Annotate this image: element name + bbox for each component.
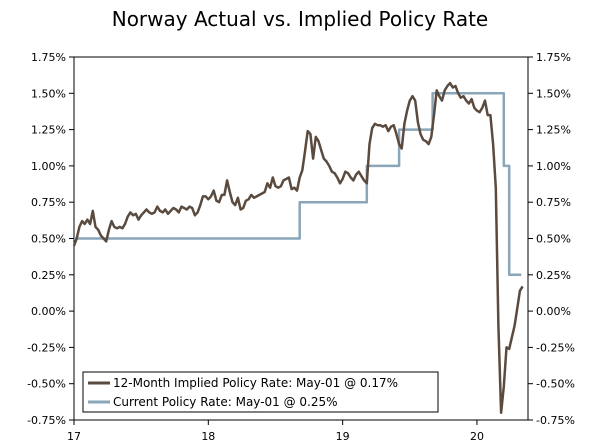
- y-tick-label-left: 1.75%: [31, 51, 66, 64]
- series-line-implied: [72, 81, 524, 414]
- y-tick-label-left: 1.50%: [31, 87, 66, 100]
- y-tick-label-left: 1.00%: [31, 160, 66, 173]
- x-tick-label: 18: [201, 430, 215, 443]
- legend-label-implied: 12-Month Implied Policy Rate: May-01 @ 0…: [113, 376, 398, 390]
- x-axis: 17 18 19 20: [67, 420, 484, 443]
- y-tick-label-left: 0.50%: [31, 233, 66, 246]
- x-tick-label: 20: [470, 430, 484, 443]
- legend: 12-Month Implied Policy Rate: May-01 @ 0…: [82, 371, 439, 413]
- y-tick-label-right: 0.75%: [536, 196, 571, 209]
- chart-title: Norway Actual vs. Implied Policy Rate: [112, 7, 489, 31]
- y-tick-label-right: 0.00%: [536, 305, 571, 318]
- y-tick-label-right: 1.25%: [536, 124, 571, 137]
- y-tick-label-left: -0.25%: [27, 341, 66, 354]
- y-tick-label-left: -0.50%: [27, 378, 66, 391]
- y-tick-label-right: -0.50%: [536, 378, 575, 391]
- y-tick-label-right: 1.50%: [536, 87, 571, 100]
- series-layer: [72, 81, 524, 414]
- x-tick-label: 17: [67, 430, 81, 443]
- y-tick-label-left: 0.00%: [31, 305, 66, 318]
- y-tick-label-right: 0.50%: [536, 233, 571, 246]
- y-tick-label-left: 0.75%: [31, 196, 66, 209]
- y-tick-label-right: 1.75%: [536, 51, 571, 64]
- y-axis-right: 1.75% 1.50% 1.25% 1.00% 0.75% 0.50% 0.25% 0.00%…: [528, 51, 575, 427]
- y-tick-label-right: -0.75%: [536, 414, 575, 427]
- y-axis-left: 1.75% 1.50% 1.25% 1.00% 0.75% 0.50% 0.25% 0.00%…: [27, 51, 74, 427]
- legend-label-current: Current Policy Rate: May-01 @ 0.25%: [113, 395, 338, 409]
- y-tick-label-right: -0.25%: [536, 341, 575, 354]
- x-tick-label: 19: [336, 430, 350, 443]
- y-tick-label-right: 1.00%: [536, 160, 571, 173]
- y-tick-label-right: 0.25%: [536, 269, 571, 282]
- legend-box: [82, 371, 439, 413]
- y-tick-label-left: -0.75%: [27, 414, 66, 427]
- y-tick-label-left: 1.25%: [31, 124, 66, 137]
- y-tick-label-left: 0.25%: [31, 269, 66, 282]
